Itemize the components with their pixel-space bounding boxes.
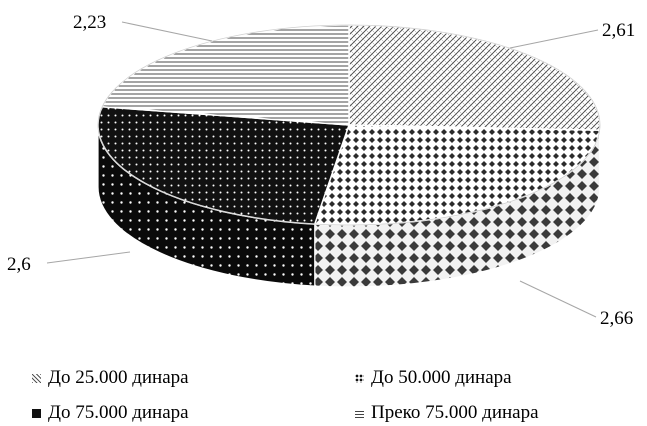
leader-line-1 [509,29,599,49]
data-label-1: 2,61 [602,20,635,41]
pie-outline [97,24,601,226]
pie-slice-1 [348,24,601,132]
data-label-2: 2,66 [600,308,633,329]
legend-label-4: Преко 75.000 динара [371,402,539,423]
data-label-3: 2,6 [7,254,31,275]
legend-item-4: Преко 75.000 динара [355,402,539,424]
legend-item-3: До 75.000 динара [32,402,189,424]
legend-item-1: До 25.000 динара [32,367,189,389]
diamond-pattern-swatch-icon [355,373,364,383]
legend-label-2: До 50.000 динара [371,367,512,388]
dark-dotted-swatch-icon [32,408,41,418]
data-label-4: 2,23 [73,12,106,33]
legend-label-3: До 75.000 динара [48,402,189,423]
leader-line-3 [46,251,131,264]
pie-slice-4 [101,24,350,126]
legend-item-2: До 50.000 динара [355,367,512,389]
leader-line-4 [121,21,213,42]
leader-line-2 [519,280,597,318]
horizontal-lines-swatch-icon [355,408,364,418]
legend-label-1: До 25.000 динара [48,367,189,388]
diagonal-pattern-swatch-icon [32,373,41,383]
